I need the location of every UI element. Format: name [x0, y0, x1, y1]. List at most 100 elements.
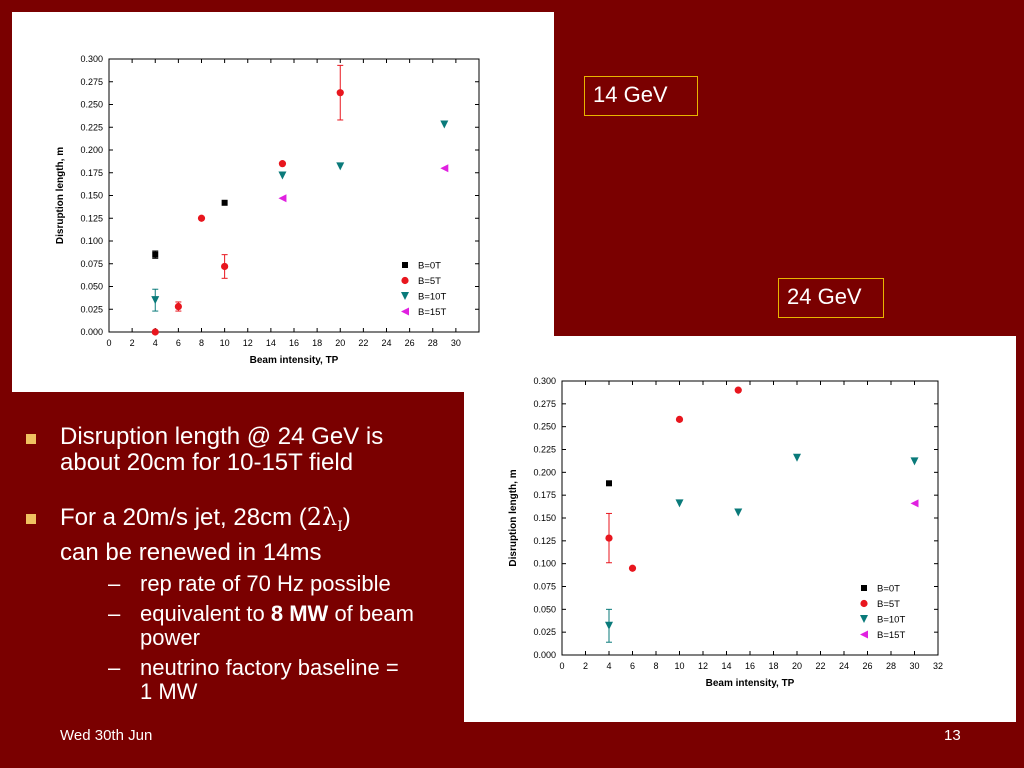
legend-label: B=0T — [877, 584, 900, 595]
y-tick-label: 0.100 — [533, 559, 556, 569]
x-tick-label: 10 — [220, 338, 230, 348]
x-tick-label: 2 — [130, 338, 135, 348]
y-tick-label: 0.150 — [533, 513, 556, 523]
x-tick-label: 4 — [153, 338, 158, 348]
jet-text: For a 20m/s jet, 28cm ( — [60, 504, 307, 531]
y-tick-label: 0.150 — [80, 191, 103, 201]
x-tick-label: 2 — [583, 661, 588, 671]
sub-bullet-baseline: – neutrino factory baseline = 1 MW — [60, 654, 454, 704]
legend-label: B=0T — [418, 261, 441, 272]
sub-bullet-text: equivalent to — [140, 600, 271, 626]
x-tick-label: 26 — [405, 338, 415, 348]
legend-label: B=5T — [418, 276, 441, 287]
data-point-b-5t — [605, 534, 613, 542]
data-point-b-10t — [793, 453, 801, 462]
x-tick-label: 22 — [358, 338, 368, 348]
dash-marker: – — [108, 570, 121, 596]
footer-page-number: 13 — [944, 727, 961, 744]
legend-label: B=15T — [418, 307, 446, 318]
sub-bullet-baseline-line2: 1 MW — [140, 678, 198, 704]
y-tick-label: 0.050 — [80, 282, 103, 292]
x-tick-label: 8 — [199, 338, 204, 348]
bullet-marker — [26, 514, 36, 524]
bullet-marker — [26, 434, 36, 444]
legend-marker — [401, 307, 409, 316]
x-tick-label: 20 — [335, 338, 345, 348]
x-tick-label: 28 — [428, 338, 438, 348]
x-tick-label: 12 — [243, 338, 253, 348]
sub-bullet-power-line2: power — [140, 624, 200, 650]
legend-label: B=10T — [877, 615, 905, 626]
legend-label: B=10T — [418, 292, 446, 303]
y-tick-label: 0.175 — [533, 490, 556, 500]
x-tick-label: 24 — [839, 661, 849, 671]
y-axis-label: Disruption length, m — [55, 147, 66, 244]
x-tick-label: 0 — [106, 338, 111, 348]
x-tick-label: 12 — [698, 661, 708, 671]
x-tick-label: 8 — [653, 661, 658, 671]
data-point-b-15t — [910, 499, 919, 508]
y-tick-label: 0.075 — [80, 259, 103, 269]
x-axis-label: Beam intensity, TP — [250, 355, 339, 366]
data-point-b-5t — [221, 262, 229, 271]
jet-text-close: ) — [342, 504, 351, 531]
x-tick-label: 10 — [674, 661, 684, 671]
sub-bullet-baseline-line1: neutrino factory baseline = — [140, 654, 399, 680]
x-tick-label: 18 — [768, 661, 778, 671]
data-point-b-10t — [278, 171, 287, 180]
x-tick-label: 14 — [266, 338, 276, 348]
data-point-b-10t — [910, 457, 919, 466]
y-tick-label: 0.000 — [533, 650, 556, 660]
y-tick-label: 0.100 — [80, 236, 103, 246]
x-tick-label: 18 — [312, 338, 322, 348]
y-tick-label: 0.050 — [533, 604, 556, 614]
bullet-text-line2: about 20cm for 10-15T field — [60, 449, 354, 476]
chart-14gev-svg: 024681012141618202224262830320.0000.0250… — [55, 54, 484, 366]
energy-label-14gev: 14 GeV — [584, 76, 698, 116]
x-tick-label: 30 — [909, 661, 919, 671]
bullet-jet-line2: can be renewed in 14ms — [60, 538, 322, 566]
x-tick-label: 26 — [862, 661, 872, 671]
y-tick-label: 0.300 — [533, 376, 556, 386]
data-point-b-10t — [440, 120, 449, 129]
y-tick-label: 0.025 — [80, 304, 103, 314]
data-point-b-10t — [336, 162, 345, 171]
x-tick-label: 6 — [176, 338, 181, 348]
y-tick-label: 0.075 — [533, 582, 556, 592]
data-point-b-0t — [606, 480, 612, 487]
data-point-b-5t — [675, 415, 684, 423]
data-point-b-10t — [675, 499, 684, 508]
legend-marker — [402, 262, 408, 268]
y-tick-label: 0.025 — [533, 627, 556, 637]
data-point-b-5t — [151, 328, 159, 336]
data-point-b-0t — [152, 251, 159, 258]
data-point-b-10t — [605, 621, 613, 630]
bullet-disruption: Disruption length @ 24 GeV is about 20cm… — [24, 424, 454, 476]
y-tick-label: 0.275 — [533, 399, 556, 409]
y-tick-label: 0.300 — [80, 54, 103, 64]
bullet-jet-line1: For a 20m/s jet, 28cm (2λI) — [60, 504, 454, 540]
sub-bullet-power: – equivalent to 8 MW of beam power — [60, 600, 454, 650]
y-tick-label: 0.225 — [80, 122, 103, 132]
y-tick-label: 0.200 — [80, 145, 103, 155]
sub-bullet-rep-rate: – rep rate of 70 Hz possible — [60, 570, 454, 596]
dash-marker: – — [108, 654, 121, 680]
legend-marker — [860, 630, 868, 639]
y-tick-label: 0.175 — [80, 168, 103, 178]
chart-14gev: 024681012141618202224262830320.0000.0250… — [12, 12, 554, 392]
legend-marker — [860, 615, 868, 623]
y-tick-label: 0.250 — [533, 422, 556, 432]
data-point-b-5t — [336, 89, 344, 97]
lambda-symbol: 2λ — [306, 503, 338, 531]
data-point-b-10t — [734, 508, 743, 517]
bullet-jet: For a 20m/s jet, 28cm (2λI) can be renew… — [24, 504, 454, 704]
x-tick-label: 30 — [451, 338, 461, 348]
x-tick-label: 24 — [381, 338, 391, 348]
data-point-b-10t — [151, 296, 160, 305]
legend-marker — [401, 292, 409, 300]
x-tick-label: 28 — [886, 661, 896, 671]
x-tick-label: 22 — [815, 661, 825, 671]
legend-marker — [861, 585, 867, 591]
sub-bullet-text: of beam — [328, 600, 414, 626]
bullet-list: Disruption length @ 24 GeV is about 20cm… — [24, 424, 454, 724]
